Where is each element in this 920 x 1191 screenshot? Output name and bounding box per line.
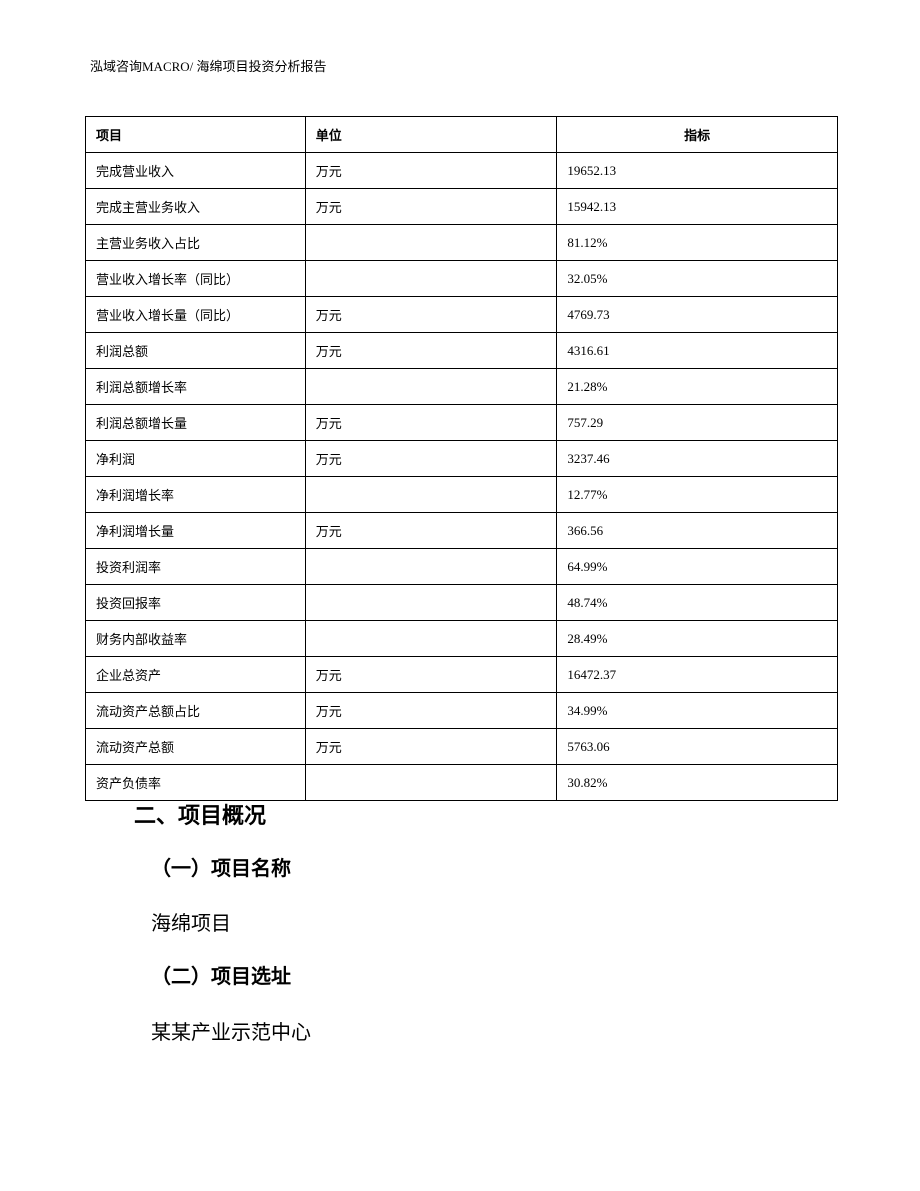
cell-indicator: 28.49% [557,621,838,657]
table-row: 投资回报率 48.74% [86,585,838,621]
table-header-row: 项目 单位 指标 [86,117,838,153]
cell-indicator: 366.56 [557,513,838,549]
cell-unit [305,261,557,297]
table-row: 营业收入增长量（同比）万元4769.73 [86,297,838,333]
cell-indicator: 19652.13 [557,153,838,189]
table-row: 营业收入增长率（同比） 32.05% [86,261,838,297]
page-header: 泓域咨询MACRO/ 海绵项目投资分析报告 [90,56,327,75]
cell-unit [305,369,557,405]
cell-item: 完成主营业务收入 [86,189,306,225]
cell-indicator: 64.99% [557,549,838,585]
cell-item: 营业收入增长量（同比） [86,297,306,333]
cell-item: 营业收入增长率（同比） [86,261,306,297]
cell-indicator: 4316.61 [557,333,838,369]
cell-unit: 万元 [305,729,557,765]
cell-item: 净利润增长量 [86,513,306,549]
cell-unit [305,225,557,261]
table-row: 流动资产总额占比万元34.99% [86,693,838,729]
section-heading-overview: 二、项目概况 [134,798,266,830]
cell-unit [305,477,557,513]
table-row: 利润总额增长量万元757.29 [86,405,838,441]
cell-indicator: 21.28% [557,369,838,405]
body-project-name: 海绵项目 [151,907,231,936]
table-row: 利润总额万元4316.61 [86,333,838,369]
cell-unit: 万元 [305,441,557,477]
cell-item: 净利润增长率 [86,477,306,513]
cell-unit: 万元 [305,153,557,189]
table-row: 财务内部收益率 28.49% [86,621,838,657]
table-row: 流动资产总额万元5763.06 [86,729,838,765]
table-row: 净利润增长量万元366.56 [86,513,838,549]
table-row: 完成主营业务收入万元15942.13 [86,189,838,225]
sub-heading-project-name: （一）项目名称 [151,852,291,881]
cell-indicator: 81.12% [557,225,838,261]
cell-unit: 万元 [305,657,557,693]
cell-indicator: 30.82% [557,765,838,801]
table-row: 主营业务收入占比 81.12% [86,225,838,261]
cell-item: 净利润 [86,441,306,477]
table-row: 净利润增长率 12.77% [86,477,838,513]
table-row: 完成营业收入万元19652.13 [86,153,838,189]
table-row: 企业总资产万元16472.37 [86,657,838,693]
cell-indicator: 4769.73 [557,297,838,333]
cell-item: 投资利润率 [86,549,306,585]
cell-item: 投资回报率 [86,585,306,621]
cell-indicator: 12.77% [557,477,838,513]
cell-unit: 万元 [305,333,557,369]
cell-unit: 万元 [305,297,557,333]
cell-item: 利润总额增长量 [86,405,306,441]
col-header-item: 项目 [86,117,306,153]
cell-unit: 万元 [305,405,557,441]
cell-indicator: 34.99% [557,693,838,729]
cell-indicator: 15942.13 [557,189,838,225]
sub-heading-project-location: （二）项目选址 [151,960,291,989]
cell-indicator: 3237.46 [557,441,838,477]
cell-item: 利润总额增长率 [86,369,306,405]
cell-unit: 万元 [305,513,557,549]
table-body: 完成营业收入万元19652.13 完成主营业务收入万元15942.13 主营业务… [86,153,838,801]
cell-item: 财务内部收益率 [86,621,306,657]
table-row: 投资利润率 64.99% [86,549,838,585]
col-header-indicator: 指标 [557,117,838,153]
cell-indicator: 16472.37 [557,657,838,693]
cell-unit [305,765,557,801]
cell-indicator: 32.05% [557,261,838,297]
cell-unit: 万元 [305,189,557,225]
cell-indicator: 48.74% [557,585,838,621]
cell-unit: 万元 [305,693,557,729]
cell-item: 企业总资产 [86,657,306,693]
cell-item: 利润总额 [86,333,306,369]
cell-item: 完成营业收入 [86,153,306,189]
cell-unit [305,549,557,585]
financial-table: 项目 单位 指标 完成营业收入万元19652.13 完成主营业务收入万元1594… [85,116,838,801]
cell-item: 主营业务收入占比 [86,225,306,261]
body-project-location: 某某产业示范中心 [151,1016,311,1045]
col-header-unit: 单位 [305,117,557,153]
cell-unit [305,585,557,621]
cell-item: 资产负债率 [86,765,306,801]
cell-item: 流动资产总额占比 [86,693,306,729]
table-row: 利润总额增长率 21.28% [86,369,838,405]
cell-item: 流动资产总额 [86,729,306,765]
table-row: 净利润万元3237.46 [86,441,838,477]
table-row: 资产负债率 30.82% [86,765,838,801]
cell-unit [305,621,557,657]
cell-indicator: 5763.06 [557,729,838,765]
cell-indicator: 757.29 [557,405,838,441]
